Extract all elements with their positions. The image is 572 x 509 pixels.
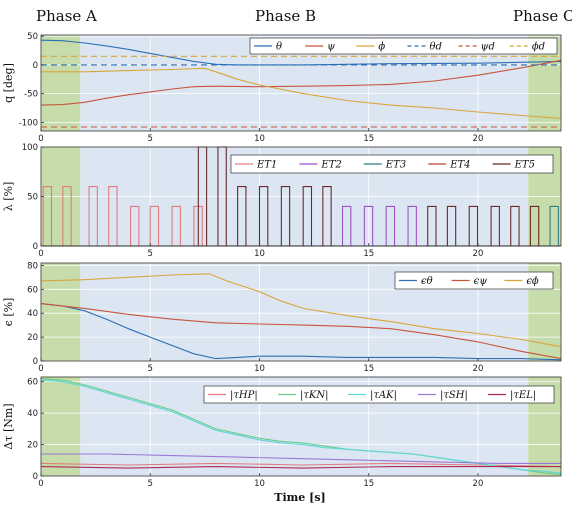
y-tick-label: 80 (27, 261, 38, 271)
axes-frame (40, 34, 562, 132)
y-tick-label: 50 (27, 32, 38, 42)
y-tick-label: 50 (27, 193, 38, 203)
legend: |τHP| |τKN| |τAK| |τSH| |τEL| (203, 385, 555, 404)
legend-label-0: ϵθ (421, 276, 433, 287)
series-0 (40, 462, 562, 468)
phase-band-0 (41, 35, 81, 131)
legend-label-2: ET3 (385, 160, 406, 171)
x-tick-label: 20 (473, 479, 484, 489)
x-tick-label: 10 (254, 134, 265, 144)
legend-label-3: θd (430, 42, 442, 53)
legend-label-0: |τHP| (230, 390, 258, 401)
x-tick-label: 0 (38, 134, 43, 144)
legend-label-1: ET2 (320, 160, 341, 171)
legend: θ ψ ϕ θd ψd ϕd (249, 37, 558, 55)
legend-box (230, 154, 554, 174)
legend-label-0: ET1 (256, 160, 277, 171)
legend: ET1 ET2 ET3 ET4 ET5 (230, 154, 554, 174)
x-tick-label: 20 (473, 364, 484, 374)
x-tick-label: 20 (473, 134, 484, 144)
y-tick-label: -100 (19, 118, 38, 128)
panel-activation: 100 50 00 5 10 15 20 λ [%] ET1 ET2 ET3 ET4 ET5 (2, 143, 562, 259)
x-tick-label: 0 (38, 479, 43, 489)
phase-b-label: Phase B (255, 7, 316, 25)
y-tick-label: 0 (33, 242, 38, 252)
y-tick-label: -50 (24, 90, 38, 100)
axes-frame (40, 376, 562, 477)
y-axis-label: q [deg] (2, 63, 15, 103)
legend-label-4: ψd (481, 42, 495, 53)
x-tick-label: 20 (473, 249, 484, 259)
y-tick-label: 100 (22, 143, 38, 153)
y-tick-label: 20 (27, 333, 38, 343)
y-tick-label: 60 (27, 285, 38, 295)
x-tick-label: 10 (254, 479, 265, 489)
x-tick-label: 5 (148, 364, 153, 374)
phase-band-0 (41, 263, 81, 361)
series-1 (40, 303, 562, 360)
legend-label-1: ϵψ (474, 276, 488, 287)
y-axis-label: ϵ [%] (2, 298, 15, 327)
legend-label-0: θ (276, 42, 282, 53)
y-tick-label: 20 (27, 441, 38, 451)
legend-label-3: ET4 (449, 160, 470, 171)
legend-label-1: |τKN| (300, 390, 329, 401)
x-tick-label: 15 (363, 249, 374, 259)
y-tick-label: 0 (33, 472, 38, 482)
x-tick-label: 15 (363, 134, 374, 144)
y-tick-label: 40 (27, 409, 38, 419)
legend-box (394, 271, 554, 290)
legend-label-2: ϵϕ (526, 276, 539, 287)
series-2 (41, 67, 562, 119)
y-tick-label: 40 (27, 309, 38, 319)
y-tick-label: 0 (33, 61, 38, 71)
legend-box (203, 385, 555, 404)
series-3 (41, 453, 561, 464)
phase-a-label: Phase A (36, 7, 97, 25)
legend-label-4: |τEL| (510, 390, 536, 401)
y-tick-label: 60 (27, 378, 38, 388)
x-tick-label: 10 (254, 249, 265, 259)
panel-errors: 80 60 40 20 00 5 10 15 20 ϵ [%] ϵθ ϵψ ϵϕ (2, 261, 562, 374)
phase-labels: Phase A Phase B Phase C (36, 7, 572, 25)
x-tick-label: 10 (254, 364, 265, 374)
legend-label-5: ϕd (532, 42, 545, 53)
x-axis-label: Time [s] (274, 491, 325, 504)
x-tick-label: 5 (148, 134, 153, 144)
x-tick-label: 5 (148, 249, 153, 259)
legend-box (249, 37, 558, 55)
y-tick-label: 0 (33, 357, 38, 367)
x-tick-label: 0 (38, 249, 43, 259)
x-tick-label: 5 (148, 479, 153, 489)
x-tick-label: 15 (363, 479, 374, 489)
x-tick-label: 15 (363, 364, 374, 374)
phase-c-label: Phase C (513, 7, 572, 25)
y-axis-label: Δτ [Nm] (2, 403, 15, 449)
series-0 (40, 303, 562, 361)
legend: ϵθ ϵψ ϵϕ (394, 271, 554, 290)
phase-band-0 (41, 377, 81, 476)
series-4 (40, 466, 561, 469)
panel-torques: 60 40 20 00 5 10 15 20 Δτ [Nm] |τHP| |τKN| |τAK| |τS… (2, 376, 562, 489)
series-1 (40, 59, 562, 106)
axes-frame (40, 262, 562, 362)
y-axis-label: λ [%] (2, 182, 15, 212)
legend-label-4: ET5 (514, 160, 535, 171)
legend-label-1: ψ (327, 42, 335, 53)
legend-label-2: ϕ (378, 42, 385, 53)
series-2 (40, 273, 562, 348)
legend-label-3: |τSH| (440, 390, 468, 401)
x-tick-label: 0 (38, 364, 43, 374)
series-0 (40, 39, 562, 66)
legend-label-2: |τAK| (370, 390, 397, 401)
